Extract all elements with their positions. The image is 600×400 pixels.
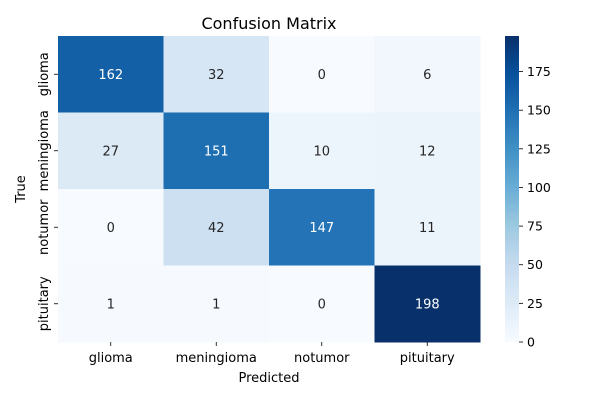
heatmap-cell xyxy=(58,36,164,113)
x-tick-label: pituitary xyxy=(400,351,455,366)
cell-value-label: 0 xyxy=(107,221,115,236)
cell-value-label: 32 xyxy=(208,68,225,83)
cell-value-label: 0 xyxy=(318,68,326,83)
heatmap-cell xyxy=(163,189,270,266)
heatmap-cell xyxy=(374,265,481,343)
heatmap-cell xyxy=(374,36,481,113)
cell-value-label: 0 xyxy=(318,297,326,312)
heatmap-cell xyxy=(269,189,375,266)
y-axis-label: True xyxy=(14,175,29,204)
heatmap-cell xyxy=(58,265,164,343)
cell-value-label: 11 xyxy=(419,221,436,236)
heatmap-cell xyxy=(58,112,164,190)
x-axis-label: Predicted xyxy=(238,371,299,386)
colorbar-tick-label: 50 xyxy=(527,257,543,272)
cell-value-label: 6 xyxy=(423,68,431,83)
x-tick-label: notumor xyxy=(294,351,350,366)
heatmap-cell xyxy=(374,189,481,266)
cell-value-label: 10 xyxy=(313,144,330,159)
x-tick-label: meningioma xyxy=(176,351,257,366)
y-tick-label: glioma xyxy=(37,52,52,96)
x-axis-tick-labels: glioma meningioma notumor pituitary xyxy=(89,342,455,366)
x-tick-label: glioma xyxy=(89,351,133,366)
y-tick-label: notumor xyxy=(37,199,52,255)
colorbar-tick-label: 0 xyxy=(527,335,535,350)
cell-value-label: 27 xyxy=(102,144,119,159)
heatmap-cell xyxy=(269,112,375,190)
colorbar-tick-label: 150 xyxy=(527,103,551,118)
heatmap-cell xyxy=(163,265,270,343)
chart-title: Confusion Matrix xyxy=(201,14,336,33)
heatmap-cell xyxy=(374,112,481,190)
colorbar-tick-label: 175 xyxy=(527,64,551,79)
cell-value-label: 42 xyxy=(208,221,225,236)
colorbar-tick-label: 100 xyxy=(527,180,551,195)
cell-value-label: 147 xyxy=(309,221,334,236)
cell-value-label: 162 xyxy=(98,68,123,83)
cell-value-label: 12 xyxy=(419,144,436,159)
heatmap-cell xyxy=(58,189,164,266)
colorbar-tick-label: 25 xyxy=(527,296,543,311)
cell-value-label: 151 xyxy=(204,144,229,159)
heatmap-cell xyxy=(269,265,375,343)
y-tick-label: pituitary xyxy=(37,276,52,331)
heatmap-cell xyxy=(269,36,375,113)
cell-value-label: 1 xyxy=(107,297,115,312)
heatmap-cells xyxy=(58,36,481,343)
y-axis-tick-labels: glioma meningioma notumor pituitary xyxy=(37,52,58,331)
colorbar-tick-label: 75 xyxy=(527,219,543,234)
heatmap-cell xyxy=(163,112,270,190)
cell-value-label: 198 xyxy=(415,297,440,312)
y-tick-label: meningioma xyxy=(37,110,52,191)
colorbar-ticks: 0 25 50 75 100 125 150 175 xyxy=(519,64,551,350)
cell-value-label: 1 xyxy=(212,297,220,312)
colorbar-tick-label: 125 xyxy=(527,141,551,156)
colorbar xyxy=(505,36,519,342)
heatmap-cell-labels: 162 32 0 627 151 10 120 42 147 111 1 0 198 xyxy=(98,68,439,313)
heatmap-cell xyxy=(163,36,270,113)
